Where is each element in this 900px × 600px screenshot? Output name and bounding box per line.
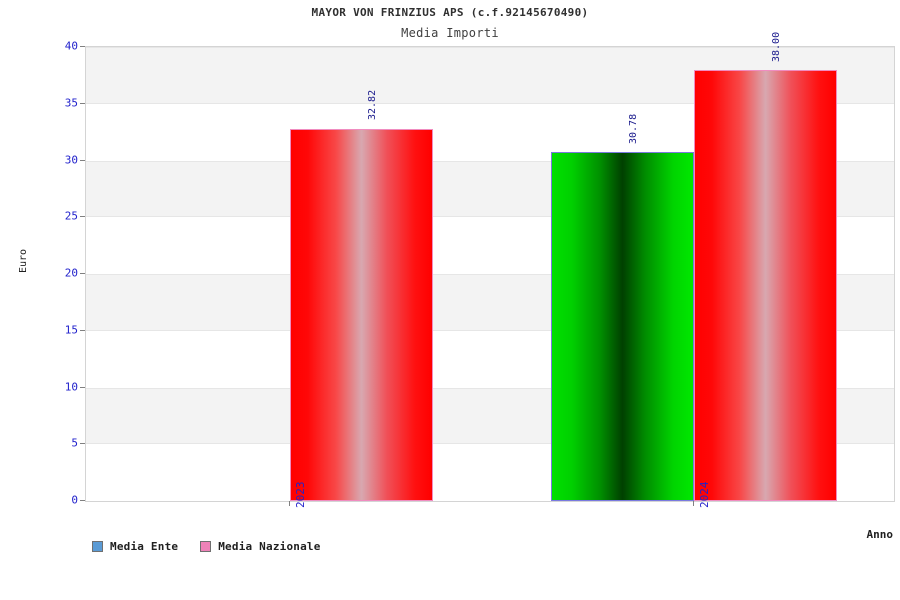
- y-axis-tick-label: 20: [64, 266, 78, 280]
- y-axis-tick-label: 40: [64, 39, 78, 53]
- chart-legend: Media Ente Media Nazionale: [92, 540, 321, 553]
- x-axis-tick-label: 2023: [294, 481, 307, 509]
- bar[interactable]: [290, 128, 433, 501]
- y-axis-tick-mark: [80, 216, 85, 218]
- x-axis-title: Anno: [866, 528, 894, 541]
- legend-swatch-icon: [92, 541, 103, 552]
- gridline: [86, 160, 894, 162]
- y-axis-tick-label: 30: [64, 153, 78, 166]
- gridline: [86, 387, 894, 389]
- y-axis-tick-mark: [80, 329, 85, 331]
- y-axis-tick-mark: [80, 386, 85, 388]
- legend-item[interactable]: Media Nazionale: [200, 540, 320, 553]
- legend-swatch-icon: [200, 541, 212, 552]
- x-axis-tick-label: 2024: [698, 481, 711, 509]
- chart-subtitle: Media Importi: [401, 26, 499, 40]
- bar[interactable]: [694, 69, 837, 501]
- y-axis-tick-mark: [80, 159, 85, 161]
- y-axis-tick-label: 5: [71, 436, 78, 450]
- bar-value-label: 30.78: [627, 113, 639, 144]
- x-axis-tick-mark: [289, 501, 290, 506]
- gridline: [86, 274, 894, 275]
- y-axis-tick-label: 15: [64, 323, 78, 337]
- bar-value-label: 38.00: [770, 31, 782, 62]
- y-axis-tick-label: 0: [71, 493, 78, 507]
- x-axis-tick-mark: [693, 501, 694, 506]
- y-axis-tick-mark: [80, 500, 85, 501]
- bar[interactable]: [551, 151, 694, 501]
- y-axis-tick-label: 25: [64, 209, 78, 223]
- plot-area: 32.82 30.78 38.00: [85, 32, 895, 502]
- chart-title: MAYOR VON FRINZIUS APS (c.f.92145670490): [311, 6, 589, 19]
- legend-item-label: Media Nazionale: [218, 540, 321, 553]
- legend-item[interactable]: Media Ente: [92, 540, 178, 553]
- y-axis-tick-mark: [80, 443, 85, 445]
- y-axis-tick-mark: [80, 102, 85, 104]
- y-axis-tick-mark: [80, 273, 85, 274]
- bar-value-label: 32.82: [366, 90, 378, 121]
- y-axis-tick-label: 10: [64, 380, 78, 393]
- y-axis-tick-mark: [80, 46, 85, 47]
- y-axis-tick-label: 35: [64, 96, 78, 110]
- legend-item-label: Media Ente: [110, 540, 179, 553]
